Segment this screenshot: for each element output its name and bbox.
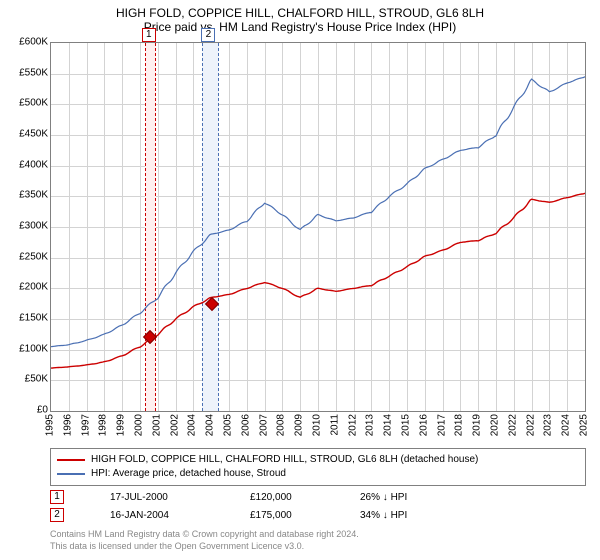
sale-price: £120,000 bbox=[250, 492, 360, 503]
x-tick-label: 2008 bbox=[276, 414, 287, 436]
x-tick-label: 1997 bbox=[80, 414, 91, 436]
x-tick-label: 2012 bbox=[347, 414, 358, 436]
sale-marker-box: 1 bbox=[50, 490, 64, 504]
footer-line-1: Contains HM Land Registry data © Crown c… bbox=[50, 528, 586, 540]
x-tick-label: 2011 bbox=[329, 414, 340, 436]
x-tick-label: 1998 bbox=[98, 414, 109, 436]
y-tick-label: £500K bbox=[19, 98, 48, 109]
attribution-footer: Contains HM Land Registry data © Crown c… bbox=[50, 528, 586, 552]
x-tick-label: 2002 bbox=[169, 414, 180, 436]
legend-swatch bbox=[57, 459, 85, 461]
y-tick-label: £50K bbox=[25, 374, 48, 385]
series-blue bbox=[51, 77, 585, 347]
legend-text: HPI: Average price, detached house, Stro… bbox=[91, 467, 286, 481]
sale-marker-box: 2 bbox=[50, 508, 64, 522]
x-tick-label: 2022 bbox=[507, 414, 518, 436]
legend-swatch bbox=[57, 473, 85, 475]
sale-row: 2 16-JAN-2004£175,00034% ↓ HPI bbox=[50, 506, 586, 524]
sales-table: 1 17-JUL-2000£120,00026% ↓ HPI 2 16-JAN-200… bbox=[50, 488, 586, 524]
x-tick-label: 1996 bbox=[62, 414, 73, 436]
chart-legend: HIGH FOLD, COPPICE HILL, CHALFORD HILL, … bbox=[50, 448, 586, 486]
sale-row: 1 17-JUL-2000£120,00026% ↓ HPI bbox=[50, 488, 586, 506]
sale-price: £175,000 bbox=[250, 510, 360, 521]
x-tick-label: 2000 bbox=[134, 414, 145, 436]
footer-line-2: This data is licensed under the Open Gov… bbox=[50, 540, 586, 552]
y-tick-label: £450K bbox=[19, 129, 48, 140]
x-tick-label: 1995 bbox=[45, 414, 56, 436]
chart-titles: HIGH FOLD, COPPICE HILL, CHALFORD HILL, … bbox=[0, 0, 600, 34]
x-tick-label: 2004 bbox=[205, 414, 216, 436]
sale-date: 17-JUL-2000 bbox=[110, 492, 250, 503]
x-tick-label: 2017 bbox=[436, 414, 447, 436]
x-tick-label: 1999 bbox=[116, 414, 127, 436]
x-tick-label: 2018 bbox=[454, 414, 465, 436]
legend-item: HPI: Average price, detached house, Stro… bbox=[57, 467, 579, 481]
x-tick-label: 2023 bbox=[543, 414, 554, 436]
title-line-1: HIGH FOLD, COPPICE HILL, CHALFORD HILL, … bbox=[0, 6, 600, 20]
chart-plot-area bbox=[50, 42, 586, 412]
x-tick-label: 2009 bbox=[294, 414, 305, 436]
sale-marker-label: 1 bbox=[142, 28, 156, 42]
x-tick-label: 2015 bbox=[401, 414, 412, 436]
x-tick-label: 2006 bbox=[240, 414, 251, 436]
x-tick-label: 2001 bbox=[151, 414, 162, 436]
legend-text: HIGH FOLD, COPPICE HILL, CHALFORD HILL, … bbox=[91, 453, 478, 467]
x-tick-label: 2024 bbox=[561, 414, 572, 436]
series-red bbox=[51, 193, 585, 368]
chart-lines bbox=[51, 43, 585, 411]
x-tick-label: 2019 bbox=[472, 414, 483, 436]
y-tick-label: £600K bbox=[19, 37, 48, 48]
x-tick-label: 2010 bbox=[312, 414, 323, 436]
sale-delta: 34% ↓ HPI bbox=[360, 510, 480, 521]
x-tick-label: 2020 bbox=[490, 414, 501, 436]
x-tick-label: 2004 bbox=[187, 414, 198, 436]
y-tick-label: £100K bbox=[19, 343, 48, 354]
y-tick-label: £400K bbox=[19, 159, 48, 170]
sale-delta: 26% ↓ HPI bbox=[360, 492, 480, 503]
title-line-2: Price paid vs. HM Land Registry's House … bbox=[0, 20, 600, 34]
sale-date: 16-JAN-2004 bbox=[110, 510, 250, 521]
y-tick-label: £200K bbox=[19, 282, 48, 293]
x-tick-label: 2022 bbox=[525, 414, 536, 436]
x-tick-label: 2007 bbox=[258, 414, 269, 436]
legend-item: HIGH FOLD, COPPICE HILL, CHALFORD HILL, … bbox=[57, 453, 579, 467]
x-tick-label: 2005 bbox=[223, 414, 234, 436]
y-tick-label: £300K bbox=[19, 221, 48, 232]
x-tick-label: 2016 bbox=[418, 414, 429, 436]
x-tick-label: 2014 bbox=[383, 414, 394, 436]
x-tick-label: 2025 bbox=[579, 414, 590, 436]
x-tick-label: 2013 bbox=[365, 414, 376, 436]
y-tick-label: £550K bbox=[19, 67, 48, 78]
y-tick-label: £350K bbox=[19, 190, 48, 201]
y-tick-label: £250K bbox=[19, 251, 48, 262]
sale-marker-label: 2 bbox=[201, 28, 215, 42]
y-tick-label: £150K bbox=[19, 313, 48, 324]
